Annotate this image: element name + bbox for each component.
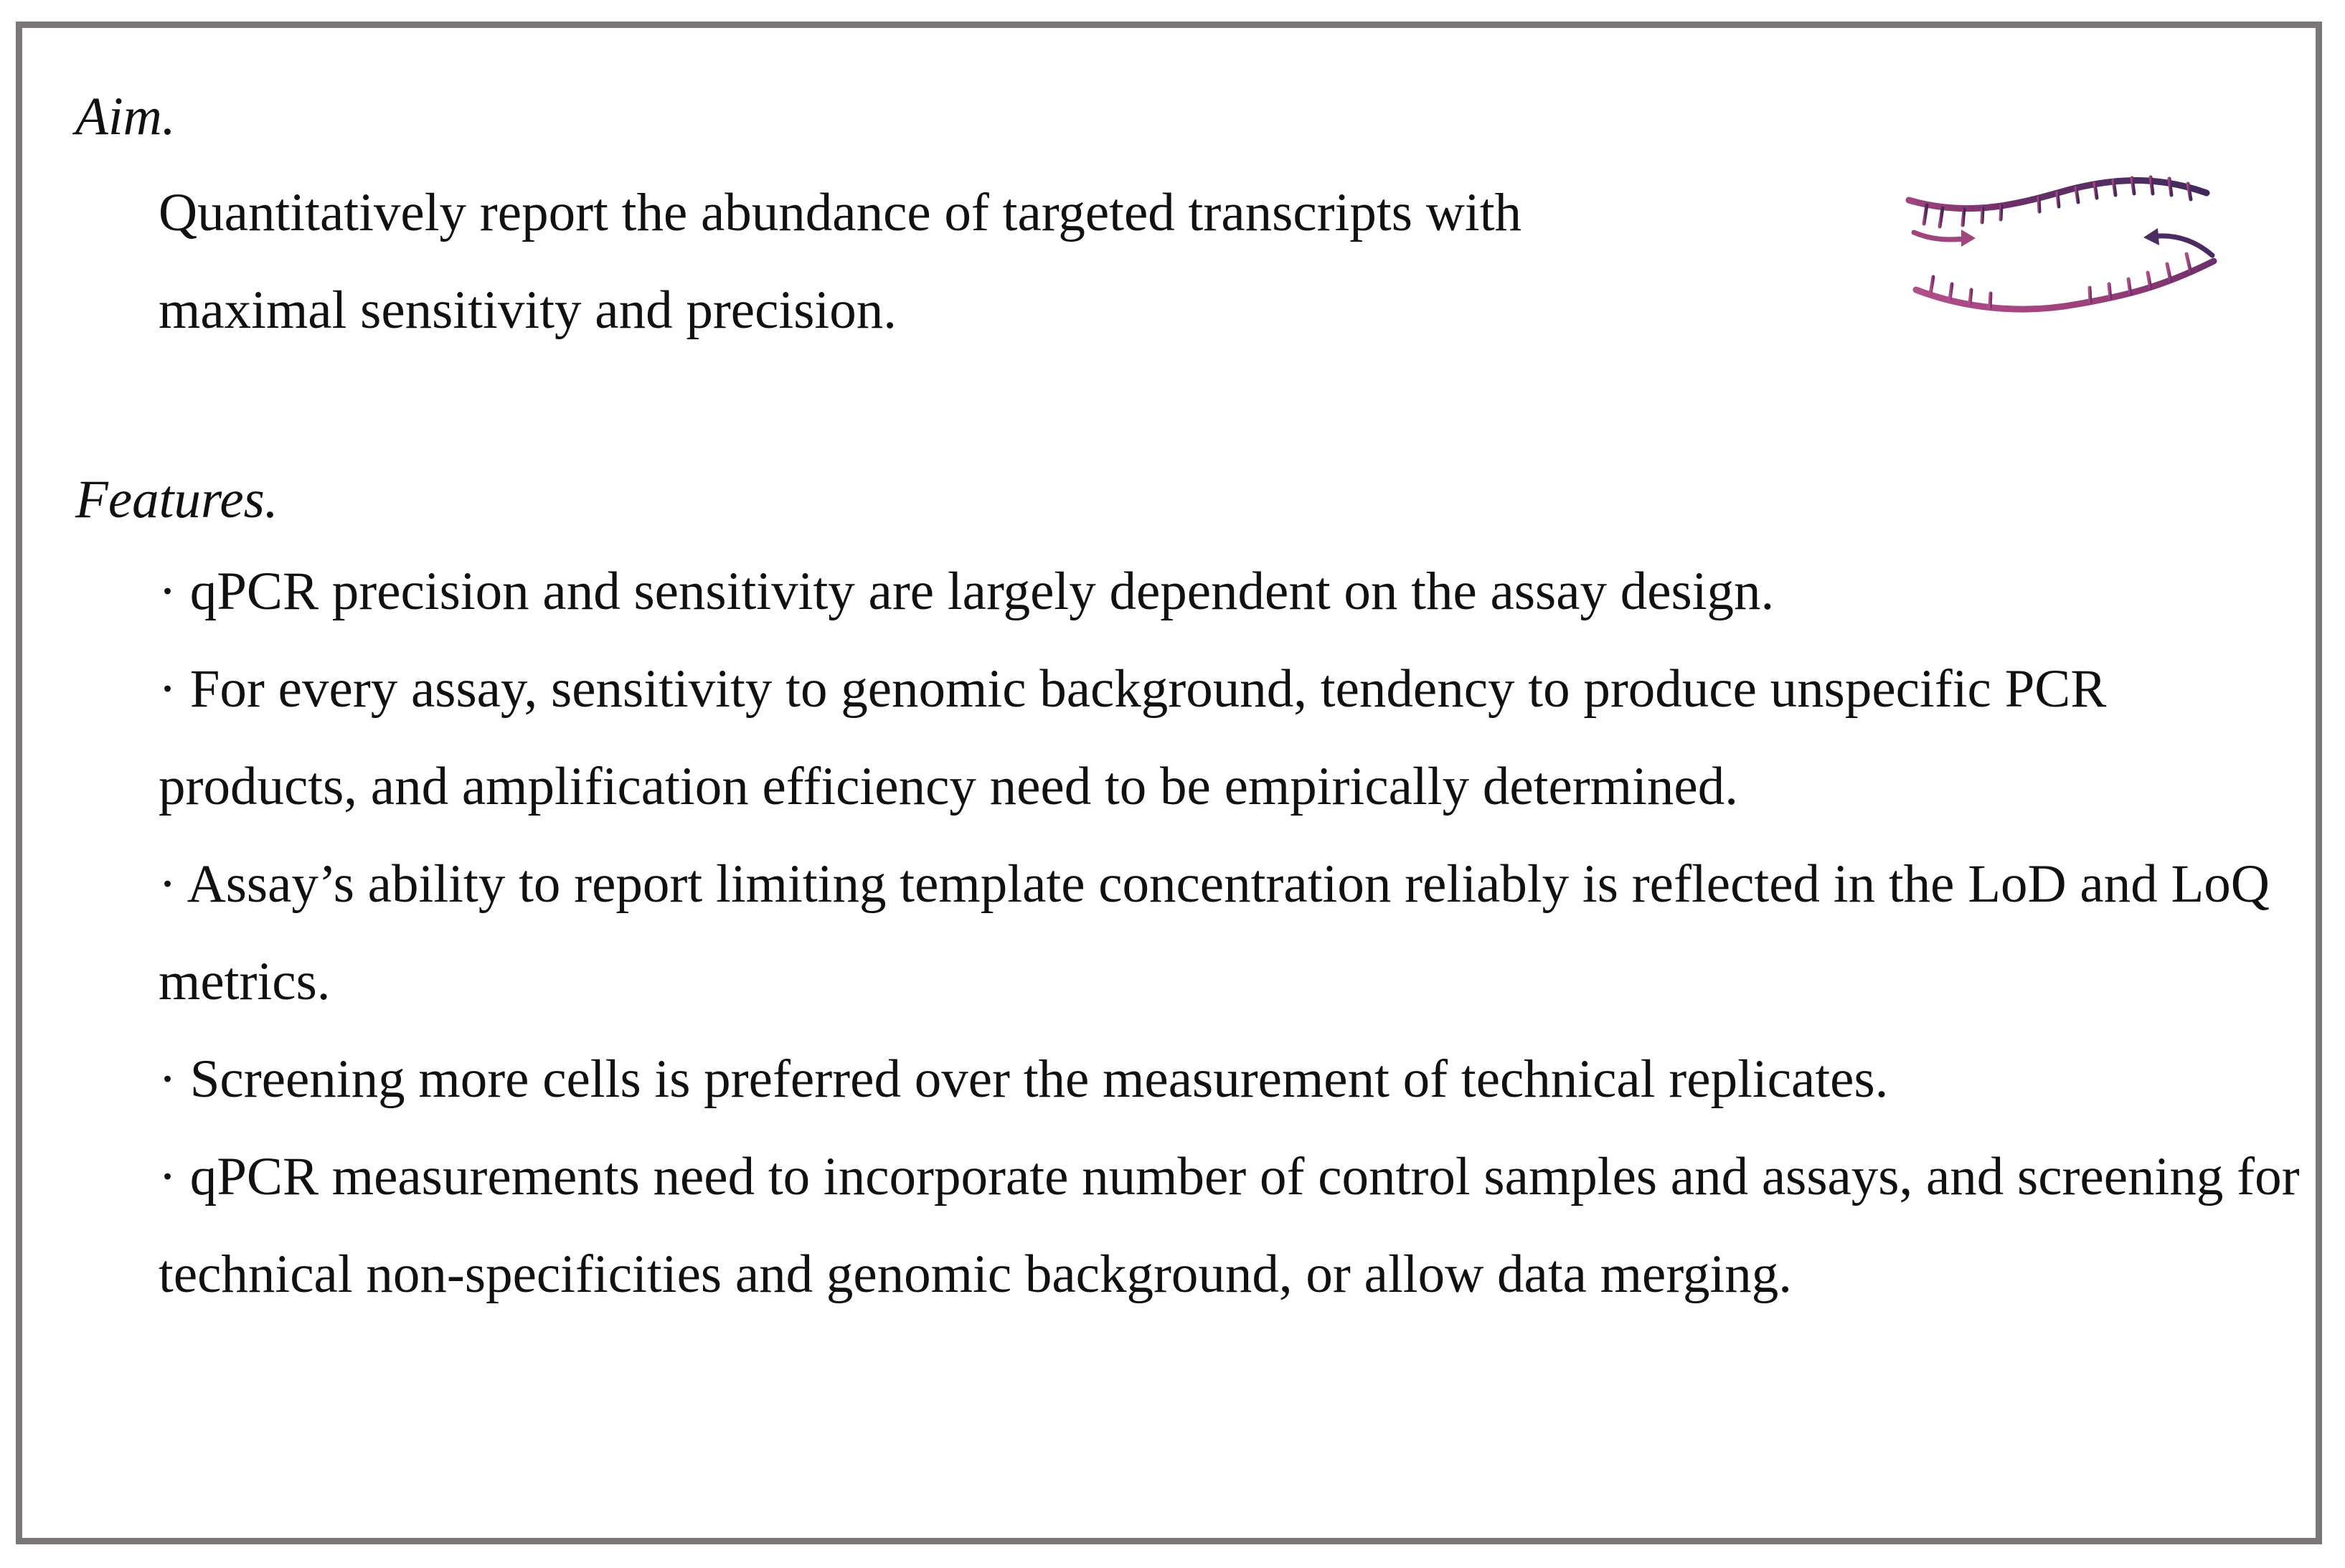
features-list: · qPCR precision and sensitivity are lar… [159,543,2303,1323]
dna-primer-strands-icon [1905,175,2217,313]
features-heading: Features. [75,470,278,529]
summary-box: Aim. Quantitatively report the abundance… [16,22,2322,1544]
feature-item: · For every assay, sensitivity to genomi… [159,659,2107,816]
feature-item: · qPCR measurements need to incorporate … [159,1147,2300,1304]
feature-item: · qPCR precision and sensitivity are lar… [159,562,1775,621]
feature-item: · Screening more cells is preferred over… [159,1049,1889,1109]
aim-body: Quantitatively report the abundance of t… [159,183,1522,340]
aim-heading: Aim. [75,87,176,146]
feature-item: · Assay’s ability to report limiting tem… [159,854,2270,1011]
